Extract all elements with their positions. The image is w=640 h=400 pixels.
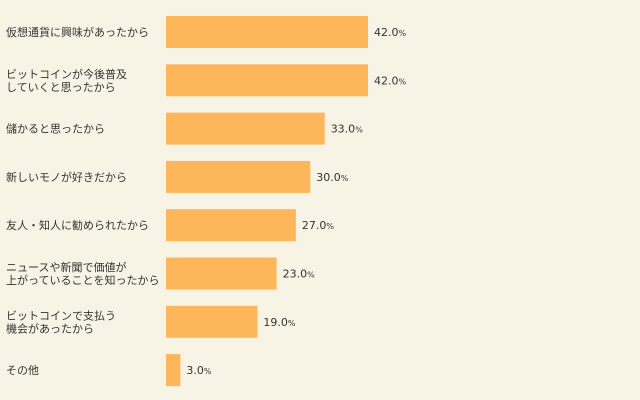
category-label-6: ビットコインで支払う機会があったから — [6, 308, 116, 335]
bar-5 — [166, 257, 277, 290]
category-label-line: ビットコインが今後普及 — [6, 67, 127, 81]
value-label-7: 3.0% — [186, 364, 212, 377]
category-label-2: 儲かると思ったから — [6, 123, 105, 136]
value-unit: % — [204, 367, 212, 376]
category-label-3: 新しいモノが好きだから — [6, 170, 127, 184]
category-label-line: ビットコインで支払う — [6, 308, 116, 322]
category-label-line: その他 — [6, 364, 39, 377]
bar-2 — [166, 112, 325, 145]
category-label-0: 仮想通貨に興味があったから — [6, 25, 149, 39]
category-label-line: ニュースや新聞で価値が — [6, 260, 126, 274]
bar-0 — [166, 16, 368, 48]
value-unit: % — [341, 174, 349, 183]
category-label-line: 儲かると思ったから — [6, 123, 105, 136]
category-label-1: ビットコインが今後普及していくと思ったから — [6, 67, 127, 94]
value-number: 30.0 — [316, 171, 341, 184]
value-label-5: 23.0% — [283, 268, 316, 281]
value-label-6: 19.0% — [263, 316, 296, 329]
bars-group — [166, 16, 368, 387]
category-label-line: 上がっていることを知ったから — [6, 273, 159, 287]
value-unit: % — [288, 319, 296, 328]
value-unit: % — [355, 126, 363, 135]
bar-7 — [166, 354, 181, 387]
bar-4 — [166, 209, 296, 242]
category-label-7: その他 — [6, 364, 39, 377]
category-label-5: ニュースや新聞で価値が上がっていることを知ったから — [6, 260, 159, 287]
value-label-4: 27.0% — [302, 219, 335, 232]
value-number: 23.0 — [283, 268, 308, 281]
value-number: 3.0 — [186, 364, 204, 377]
value-number: 27.0 — [302, 219, 327, 232]
value-number: 42.0 — [374, 26, 399, 39]
value-unit: % — [307, 271, 315, 280]
category-label-line: 仮想通貨に興味があったから — [6, 25, 149, 39]
value-labels-group: 42.0%42.0%33.0%30.0%27.0%23.0%19.0%3.0% — [186, 26, 406, 377]
category-label-line: 機会があったから — [6, 321, 94, 335]
value-unit: % — [326, 222, 334, 231]
value-label-2: 33.0% — [331, 123, 364, 136]
category-label-line: 友人・知人に勧められたから — [6, 218, 149, 232]
bar-6 — [166, 305, 258, 338]
value-number: 42.0 — [374, 74, 399, 87]
bar-1 — [166, 64, 368, 97]
category-label-line: していくと思ったから — [6, 81, 116, 94]
value-unit: % — [399, 77, 407, 86]
value-number: 33.0 — [331, 123, 356, 136]
category-label-line: 新しいモノが好きだから — [6, 170, 127, 184]
value-label-3: 30.0% — [316, 171, 349, 184]
bar-3 — [166, 160, 311, 193]
category-label-4: 友人・知人に勧められたから — [6, 218, 149, 232]
value-label-1: 42.0% — [374, 74, 407, 87]
category-labels-group: 仮想通貨に興味があったからビットコインが今後普及していくと思ったから儲かると思っ… — [6, 25, 159, 377]
value-label-0: 42.0% — [374, 26, 407, 39]
value-number: 19.0 — [263, 316, 288, 329]
value-unit: % — [399, 29, 407, 38]
